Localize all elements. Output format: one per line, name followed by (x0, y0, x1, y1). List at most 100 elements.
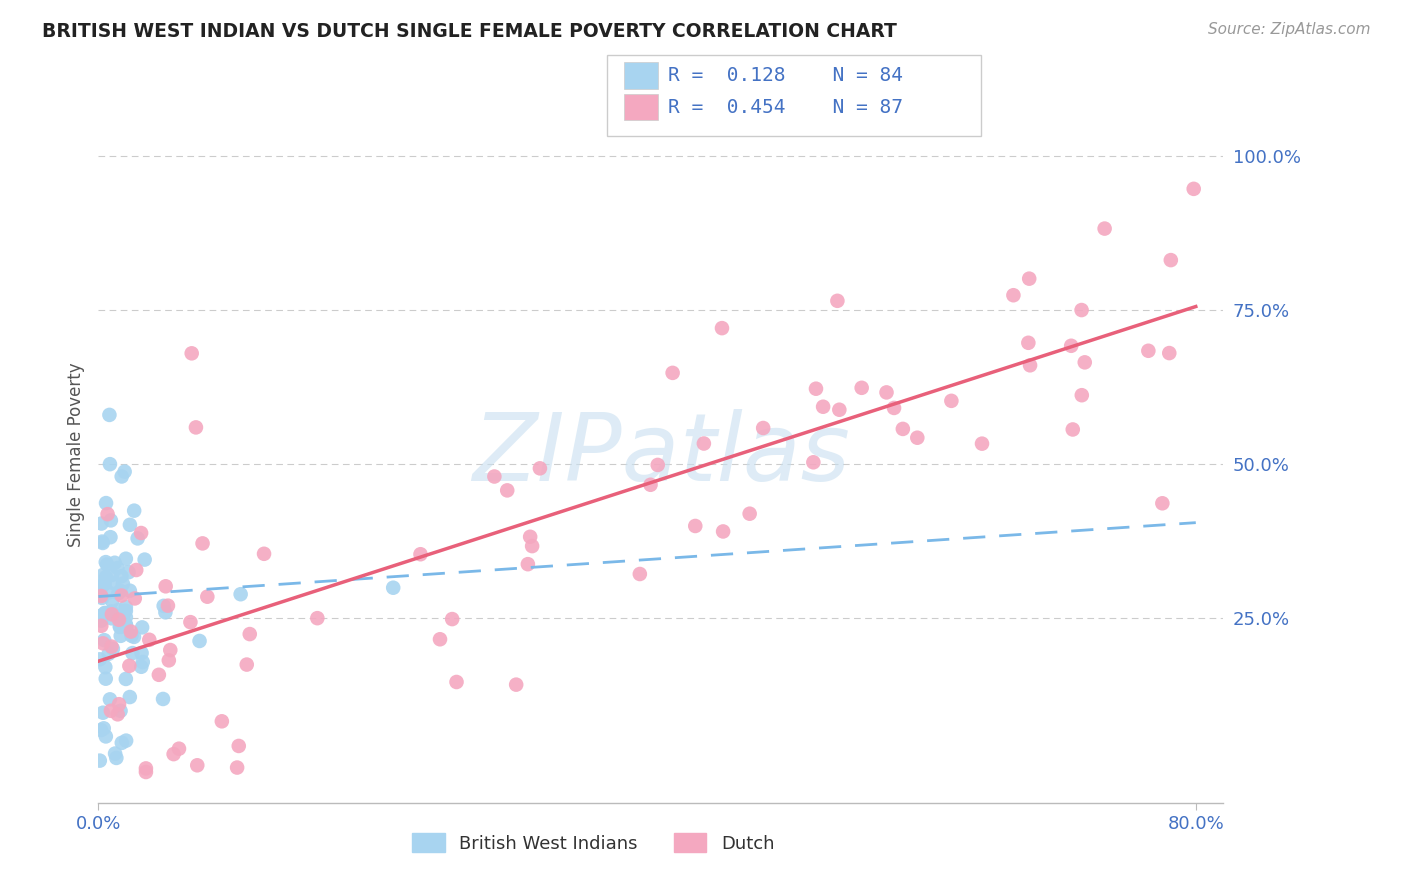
Point (94, 570, 117, 584)
Point (115, 619, 138, 633)
Text: ZIPatlas: ZIPatlas (472, 409, 849, 500)
Point (100, 611, 122, 625)
Point (505, 678, 527, 692)
Point (148, 668, 170, 682)
Point (179, 615, 201, 629)
Point (122, 630, 145, 644)
Point (91, 579, 114, 593)
Point (905, 431, 928, 445)
Point (98, 692, 121, 706)
Point (496, 483, 519, 498)
Point (693, 436, 716, 450)
Legend: British West Indians, Dutch: British West Indians, Dutch (405, 826, 782, 860)
Point (1182, 182, 1205, 196)
Point (129, 660, 152, 674)
Point (94, 496, 117, 510)
Point (1159, 346, 1181, 360)
Point (1074, 355, 1097, 369)
Point (155, 605, 177, 619)
Point (93, 576, 115, 591)
Point (184, 420, 207, 434)
Point (118, 517, 141, 532)
Point (115, 733, 138, 747)
Point (226, 760, 249, 774)
Point (1019, 359, 1042, 373)
Point (162, 747, 184, 761)
Point (135, 761, 157, 775)
Point (640, 477, 662, 491)
Point (108, 620, 131, 634)
Point (94, 606, 117, 620)
Point (100, 530, 122, 544)
Point (156, 599, 179, 613)
Point (103, 576, 125, 591)
Point (94, 606, 117, 620)
Point (101, 641, 124, 656)
Point (114, 465, 136, 479)
Point (828, 402, 851, 417)
Point (876, 385, 898, 400)
Point (105, 609, 128, 624)
Point (941, 393, 963, 408)
Text: BRITISH WEST INDIAN VS DUTCH SINGLE FEMALE POVERTY CORRELATION CHART: BRITISH WEST INDIAN VS DUTCH SINGLE FEMA… (42, 22, 897, 41)
Text: Source: ZipAtlas.com: Source: ZipAtlas.com (1208, 22, 1371, 37)
Point (108, 620, 131, 634)
Point (155, 579, 177, 593)
Point (104, 556, 127, 570)
Point (97, 507, 120, 521)
Point (180, 346, 202, 360)
Point (115, 551, 138, 566)
Point (382, 581, 405, 595)
Point (101, 607, 124, 622)
Point (94, 555, 117, 569)
Point (90, 516, 112, 531)
Point (118, 690, 141, 704)
Point (135, 764, 157, 779)
Point (711, 524, 734, 539)
Point (429, 632, 451, 647)
Point (191, 536, 214, 550)
Point (409, 547, 432, 561)
Point (105, 751, 128, 765)
Point (711, 321, 734, 335)
Point (107, 586, 129, 600)
Point (115, 600, 138, 615)
Point (100, 513, 122, 527)
Point (97, 585, 120, 599)
Point (91, 534, 114, 549)
Point (94, 672, 117, 686)
Point (157, 653, 180, 667)
Point (883, 401, 905, 415)
Text: R =  0.454    N = 87: R = 0.454 N = 87 (668, 97, 903, 117)
Point (111, 576, 134, 591)
Point (1094, 221, 1116, 235)
Point (801, 455, 824, 469)
Point (127, 532, 149, 546)
Point (100, 604, 122, 618)
Point (628, 567, 651, 582)
Point (307, 611, 329, 625)
Point (90, 589, 112, 603)
Point (891, 422, 914, 436)
Point (446, 675, 468, 690)
Point (100, 704, 122, 718)
Point (117, 565, 139, 579)
Point (804, 382, 827, 396)
Point (89, 754, 111, 768)
Point (91, 636, 114, 650)
Y-axis label: Single Female Poverty: Single Female Poverty (66, 363, 84, 547)
Point (107, 561, 129, 575)
Point (647, 458, 669, 472)
Point (115, 672, 138, 686)
Point (118, 658, 141, 673)
Point (159, 643, 181, 657)
Point (98, 457, 121, 471)
Point (90, 614, 112, 628)
Point (91, 536, 114, 550)
Point (228, 739, 250, 753)
Point (152, 692, 174, 706)
Point (851, 381, 873, 395)
Point (1060, 339, 1083, 353)
Point (970, 436, 993, 450)
Point (91, 568, 114, 582)
